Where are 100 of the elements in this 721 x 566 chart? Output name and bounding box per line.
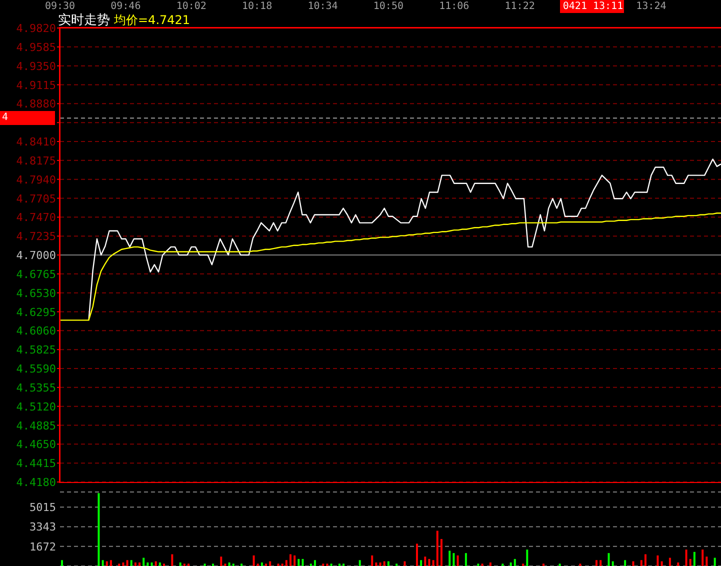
bar <box>130 560 132 566</box>
bar <box>420 560 422 566</box>
bar <box>150 562 153 566</box>
bar <box>138 562 141 566</box>
x-tick-label: 11:06 <box>439 1 470 12</box>
text: 均价=4.7421 <box>114 12 190 29</box>
bar <box>456 555 459 566</box>
bar <box>656 555 659 566</box>
bar <box>424 556 426 566</box>
y-tick-label: 4.6765 <box>16 268 56 281</box>
bar <box>416 544 418 566</box>
bar <box>154 561 157 566</box>
bar <box>677 562 680 566</box>
x-tick-label: 09:30 <box>44 1 76 12</box>
x-tick-label: 13:24 <box>636 1 666 12</box>
bar <box>685 550 688 566</box>
bar <box>600 560 602 566</box>
text: 0421 13:11 <box>560 0 624 13</box>
bar <box>171 554 174 566</box>
bar <box>702 550 704 566</box>
bar <box>126 560 128 566</box>
x-tick-label: 10:34 <box>308 1 338 12</box>
bar <box>294 555 296 566</box>
bar <box>514 558 516 566</box>
y-tick-label: 4.5120 <box>16 400 56 414</box>
bar <box>387 561 390 566</box>
bar <box>260 562 263 566</box>
bar <box>689 558 692 566</box>
bar <box>404 561 406 566</box>
bar <box>452 553 455 566</box>
y-tick-label: 4.5590 <box>16 362 56 376</box>
y-tick-label: 4.7235 <box>16 230 56 244</box>
bar <box>596 560 598 566</box>
x-tick-label: 11:22 <box>504 1 535 12</box>
bar <box>375 562 378 566</box>
y-tick-label: 4.9350 <box>16 60 56 73</box>
y-tick-label: 4.5825 <box>16 344 56 357</box>
bar <box>612 561 614 566</box>
y-tick-label: 4.8175 <box>16 154 56 168</box>
bar <box>693 552 696 566</box>
bar <box>61 560 63 566</box>
bar <box>608 553 610 566</box>
y-tick-label: 4.4885 <box>16 419 56 432</box>
bar <box>464 553 467 566</box>
x-tick-label: 09:46 <box>110 1 141 12</box>
y-tick-label: 4.6530 <box>16 286 56 300</box>
y-tick-label: 4.6295 <box>16 306 56 319</box>
bar <box>358 560 361 566</box>
bar <box>428 558 430 566</box>
y-tick-label: 4.7940 <box>16 173 56 186</box>
bar <box>432 560 434 566</box>
bar <box>298 558 300 566</box>
bar <box>314 560 316 566</box>
bar <box>302 558 304 566</box>
bar <box>383 561 386 566</box>
bar <box>122 562 124 566</box>
y-tick-label: 4.9115 <box>16 78 56 92</box>
bar <box>640 560 642 566</box>
line-series <box>88 158 721 321</box>
y-tick-label: 4.4180 <box>16 476 56 489</box>
bar <box>289 554 292 566</box>
bar <box>228 562 230 566</box>
bar <box>142 558 145 566</box>
bar <box>158 562 161 566</box>
line-series <box>59 212 721 321</box>
bar <box>179 562 182 566</box>
y-tick-label: 4.7470 <box>16 211 56 224</box>
bar <box>252 555 255 566</box>
bar <box>668 558 671 566</box>
y-tick-label: 4.9585 <box>16 40 56 54</box>
y-tick-label: 4.4415 <box>16 457 56 470</box>
x-tick-label: 10:18 <box>242 1 272 12</box>
bar <box>371 555 374 566</box>
y-tick-label: 4.7705 <box>16 192 56 206</box>
bar <box>714 558 716 566</box>
bar <box>134 562 136 566</box>
y-tick-label: 5015 <box>30 501 56 514</box>
bar <box>510 562 512 566</box>
bar <box>644 554 646 566</box>
bar <box>102 560 104 566</box>
bar <box>110 560 112 566</box>
y-tick-label: 4.9820 <box>16 22 56 35</box>
bar <box>98 493 100 566</box>
x-tick-label: 10:50 <box>373 1 404 12</box>
bar <box>440 538 442 566</box>
bar <box>489 562 492 566</box>
bar <box>436 530 438 566</box>
bar <box>106 561 108 566</box>
bar <box>146 562 149 566</box>
y-tick-label: 4.7000 <box>16 249 56 262</box>
y-tick-label: 3343 <box>30 520 56 534</box>
y-tick-label: 4.8410 <box>16 136 56 148</box>
bar <box>220 556 222 566</box>
chart-title: 实时走势 <box>58 12 110 29</box>
bar <box>632 561 634 566</box>
bar <box>379 562 382 566</box>
text: 4 <box>0 111 55 125</box>
bar <box>624 560 626 566</box>
y-tick-label: 4.4650 <box>16 438 56 452</box>
bar <box>448 550 451 566</box>
